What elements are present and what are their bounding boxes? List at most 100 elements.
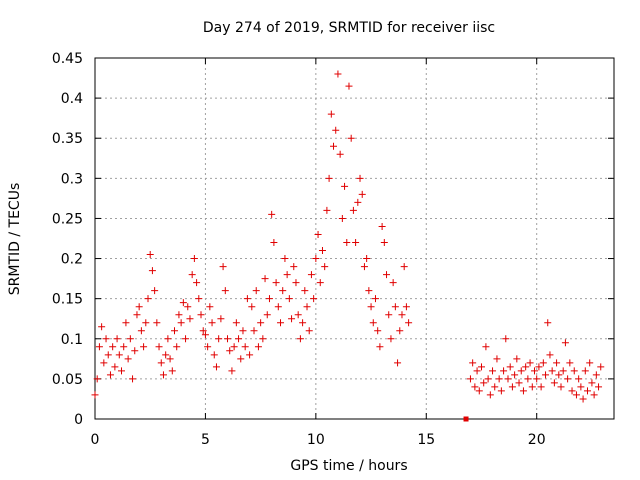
data-point (95, 343, 103, 351)
x-tick-label: 15 (417, 432, 435, 448)
data-point (272, 279, 280, 287)
data-point (179, 299, 187, 307)
data-point (281, 255, 289, 263)
data-point (484, 375, 492, 383)
data-point (522, 363, 530, 371)
data-point (299, 319, 307, 327)
x-axis-label: GPS time / hours (290, 458, 407, 474)
y-tick-label: 0.4 (61, 91, 83, 107)
data-point (115, 351, 123, 359)
data-point (135, 303, 143, 311)
data-point (566, 359, 574, 367)
data-point (140, 343, 148, 351)
data-point (241, 343, 249, 351)
data-point (122, 319, 130, 327)
data-point (314, 230, 322, 238)
y-tick-label: 0.25 (52, 211, 83, 227)
data-point (285, 295, 293, 303)
data-point (537, 383, 545, 391)
data-point (307, 271, 315, 279)
data-point (246, 351, 254, 359)
data-point (327, 110, 335, 118)
data-point (133, 311, 141, 319)
data-point (506, 363, 514, 371)
data-point (171, 327, 179, 335)
data-point (109, 343, 117, 351)
data-point (268, 210, 276, 218)
data-point (597, 363, 605, 371)
data-point (511, 371, 519, 379)
data-point (137, 327, 145, 335)
data-point (595, 383, 603, 391)
data-point (493, 355, 501, 363)
data-point (559, 367, 567, 375)
data-point (489, 367, 497, 375)
data-point (195, 295, 203, 303)
axis-ticks: 0 0.05 0.1 0.15 0.2 0.25 0.3 0.35 0.4 0.45 0 5 10 15 2… (52, 51, 614, 448)
data-point (341, 182, 349, 190)
data-point (557, 383, 565, 391)
data-point (561, 339, 569, 347)
data-point (577, 383, 585, 391)
data-point (129, 375, 137, 383)
data-point (502, 335, 510, 343)
data-point (475, 387, 483, 395)
data-point (197, 311, 205, 319)
x-tick-label: 5 (201, 432, 210, 448)
data-point (383, 271, 391, 279)
data-point (204, 343, 212, 351)
data-point (533, 375, 541, 383)
data-point (232, 319, 240, 327)
data-point (210, 351, 218, 359)
data-point (261, 275, 269, 283)
y-tick-label: 0.2 (61, 252, 83, 268)
data-point (347, 134, 355, 142)
data-point (354, 198, 362, 206)
data-point (190, 255, 198, 263)
data-point (586, 359, 594, 367)
data-point (312, 255, 320, 263)
y-tick-label: 0 (74, 412, 83, 428)
y-tick-label: 0.15 (52, 292, 83, 308)
data-point (526, 359, 534, 367)
data-point (568, 387, 576, 395)
data-point (500, 367, 508, 375)
data-point (265, 295, 273, 303)
data-point (374, 327, 382, 335)
data-point (385, 311, 393, 319)
data-point (259, 335, 267, 343)
data-point (219, 263, 227, 271)
data-point (173, 343, 181, 351)
data-point (592, 371, 600, 379)
y-axis-label: SRMTID / TECUs (7, 183, 23, 296)
data-point (206, 303, 214, 311)
data-point (548, 367, 556, 375)
data-point (186, 315, 194, 323)
data-point (517, 367, 525, 375)
data-point (524, 375, 532, 383)
data-point (553, 359, 561, 367)
data-point (497, 387, 505, 395)
data-point (365, 287, 373, 295)
data-point (288, 315, 296, 323)
data-point (378, 222, 386, 230)
data-point (111, 363, 119, 371)
data-point (334, 70, 342, 78)
data-point (224, 335, 232, 343)
chart-title: Day 274 of 2019, SRMTID for receiver iis… (203, 20, 495, 36)
data-point (235, 335, 243, 343)
data-point (570, 367, 578, 375)
data-point (182, 335, 190, 343)
data-point (363, 255, 371, 263)
data-point (230, 343, 238, 351)
data-point (581, 367, 589, 375)
data-point (318, 247, 326, 255)
data-point (356, 174, 364, 182)
y-tick-label: 0.05 (52, 372, 83, 388)
data-point (184, 303, 192, 311)
data-point (564, 375, 572, 383)
data-point (305, 327, 313, 335)
data-point (199, 327, 207, 335)
data-point (118, 367, 126, 375)
